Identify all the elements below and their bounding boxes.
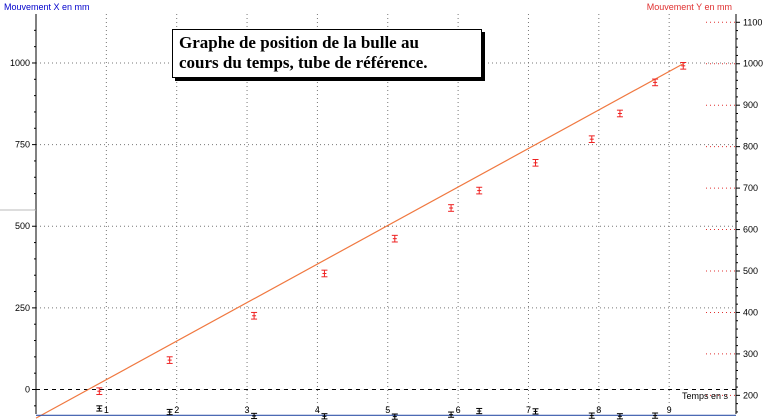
x-tick-label: 5: [385, 405, 390, 415]
left-axis-title: Mouvement X en mm: [4, 2, 90, 12]
data-point: [251, 412, 258, 420]
x-tick-label: 3: [245, 405, 250, 415]
chart-title-line-2: cours du temps, tube de référence.: [179, 53, 428, 72]
data-point: [616, 109, 623, 118]
data-point: [96, 387, 103, 396]
right-tick-label: 600: [743, 225, 758, 235]
data-point: [680, 61, 687, 70]
data-point: [652, 78, 659, 87]
data-point: [251, 311, 258, 320]
data-point: [321, 269, 328, 278]
data-point: [476, 186, 483, 195]
left-tick-label: 1000: [10, 58, 30, 68]
grid: [36, 14, 736, 414]
x-tick-label: 2: [174, 405, 179, 415]
data-point: [476, 407, 483, 415]
fit-lines: [35, 63, 736, 419]
x-tick-label: 9: [667, 405, 672, 415]
right-tick-label: 300: [743, 349, 758, 359]
x-axis-title: Temps en s: [682, 391, 729, 401]
data-points: [96, 61, 687, 420]
data-point: [652, 412, 659, 419]
data-point: [391, 413, 398, 420]
data-point: [391, 234, 398, 243]
data-point: [96, 405, 103, 412]
right-axis-title: Mouvement Y en mm: [647, 2, 732, 12]
data-point: [588, 135, 595, 143]
x-tick-label: 8: [596, 405, 601, 415]
data-point: [588, 412, 595, 419]
right-tick-label: 800: [743, 142, 758, 152]
left-tick-label: 250: [15, 303, 30, 313]
right-tick-label: 400: [743, 307, 758, 317]
data-point: [166, 408, 173, 416]
left-tick-label: 0: [25, 385, 30, 395]
chart-title-line-1: Graphe de position de la bulle au: [179, 33, 419, 52]
fit-line: [35, 63, 684, 419]
x-tick-label: 6: [456, 405, 461, 415]
right-tick-label: 500: [743, 266, 758, 276]
right-tick-label: 700: [743, 183, 758, 193]
x-tick-label: 7: [526, 405, 531, 415]
data-point: [166, 356, 173, 364]
data-point: [532, 158, 539, 167]
right-tick-label: 1100: [743, 17, 762, 27]
data-point: [448, 411, 455, 418]
right-tick-label: 900: [743, 100, 758, 110]
data-point: [616, 413, 623, 420]
axes: 1 2 3 4 5 6 7 8 9 0 250 500 750 1000 200 300 400 500 600 70…: [0, 14, 763, 415]
left-tick-label: 500: [15, 221, 30, 231]
x-tick-label: 4: [315, 405, 320, 415]
chart-title: Graphe de position de la bulle au cours …: [172, 29, 482, 78]
right-tick-label: 200: [743, 390, 758, 400]
data-point: [532, 408, 539, 415]
data-point: [448, 204, 455, 212]
right-tick-label: 1000: [743, 59, 763, 69]
data-point: [321, 413, 328, 420]
left-tick-label: 750: [15, 140, 30, 150]
x-tick-label: 1: [104, 405, 109, 415]
